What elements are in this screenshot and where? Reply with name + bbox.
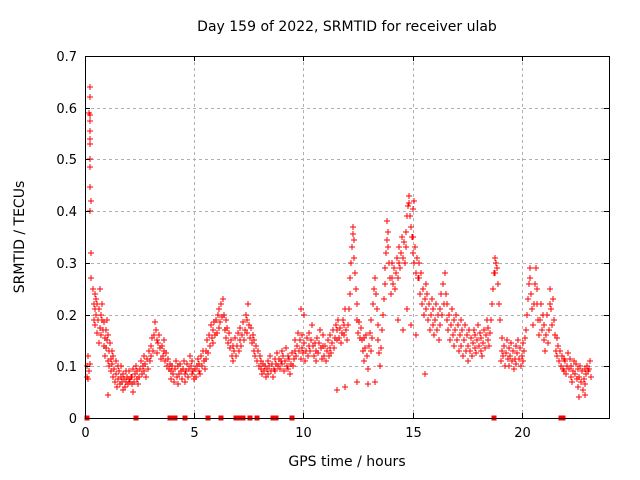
y-tick-label: 0.3: [56, 257, 77, 272]
y-tick-label: 0: [69, 412, 77, 427]
y-axis-label: SRMTID / TECUs: [12, 181, 28, 294]
plot-area: 0 5 10 15 20 0 0.1 0.2 0.3 0.4 0.5 0.6 0.7: [56, 50, 610, 441]
x-tick-label: 5: [190, 426, 198, 441]
y-tick-label: 0.1: [56, 360, 77, 375]
x-tick-label: 10: [295, 426, 312, 441]
plot-border: [85, 56, 610, 419]
x-tick-label: 15: [405, 426, 422, 441]
x-tick-label: 20: [514, 426, 531, 441]
y-tick-label: 0.2: [56, 309, 77, 324]
y-tick-label: 0.4: [56, 205, 77, 220]
y-tick-label: 0.6: [56, 102, 77, 117]
chart-title: Day 159 of 2022, SRMTID for receiver ula…: [197, 19, 497, 35]
x-tick-label: 0: [81, 426, 89, 441]
data-points: [84, 84, 594, 400]
y-tick-label: 0.7: [56, 50, 77, 65]
x-axis-label: GPS time / hours: [288, 454, 405, 470]
y-tick-label: 0.5: [56, 153, 77, 168]
